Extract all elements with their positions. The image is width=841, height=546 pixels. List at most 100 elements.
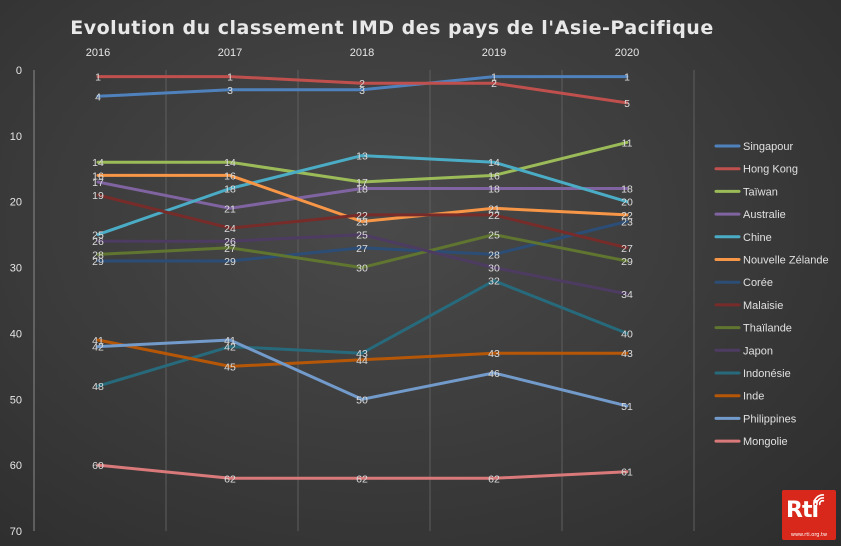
data-label: 42 — [92, 342, 104, 354]
series-line-7 — [96, 193, 629, 250]
data-label: 3 — [227, 85, 233, 97]
data-label: 22 — [356, 210, 368, 222]
data-label: 19 — [92, 190, 104, 202]
data-label: 21 — [488, 203, 500, 215]
data-label: 14 — [92, 157, 104, 169]
data-label: 60 — [92, 460, 104, 472]
data-label: 25 — [356, 230, 368, 242]
series-line-10 — [96, 279, 629, 388]
data-label: 21 — [224, 203, 236, 215]
x-tick-label: 2017 — [218, 47, 242, 59]
data-label: 14 — [224, 157, 236, 169]
data-label: 43 — [621, 348, 633, 360]
data-label: 62 — [356, 473, 368, 485]
data-label: 27 — [224, 243, 236, 255]
grid — [165, 70, 695, 531]
data-label: 29 — [224, 256, 236, 268]
data-label: 40 — [621, 328, 633, 340]
series-line-3 — [96, 180, 629, 210]
logo-url: www.rti.org.tw — [790, 532, 828, 538]
y-tick-label: 30 — [10, 263, 22, 275]
legend-label: Thaïlande — [743, 323, 792, 335]
data-label: 43 — [488, 348, 500, 360]
data-label: 51 — [621, 401, 633, 413]
legend: Singapour Hong Kong Taïwan Australie Chine No… — [714, 141, 829, 448]
data-label: 43 — [356, 348, 368, 360]
broadcast-icon — [813, 494, 825, 506]
data-label: 62 — [488, 473, 500, 485]
data-label: 23 — [356, 216, 368, 228]
data-label: 42 — [224, 342, 236, 354]
legend-label: Taïwan — [743, 186, 778, 198]
legend-label: Hong Kong — [743, 164, 798, 176]
data-label: 3 — [359, 85, 365, 97]
data-label: 29 — [621, 256, 633, 268]
data-label: 29 — [92, 256, 104, 268]
data-label: 26 — [92, 236, 104, 248]
series-line-8 — [96, 233, 629, 270]
legend-label: Chine — [743, 232, 772, 244]
legend-label: Singapour — [743, 141, 793, 153]
data-label: 34 — [621, 289, 633, 301]
legend-label: Nouvelle Zélande — [743, 255, 829, 267]
data-label: 16 — [92, 170, 104, 182]
series-line-12 — [96, 338, 629, 408]
data-label: 18 — [356, 184, 368, 196]
data-label: 20 — [621, 197, 633, 209]
data-label: 18 — [488, 184, 500, 196]
data-label: 30 — [356, 263, 368, 275]
data-label: 4 — [95, 91, 101, 103]
data-label: 28 — [92, 249, 104, 261]
legend-label: Corée — [743, 277, 773, 289]
data-label: 1 — [95, 72, 101, 84]
legend-label: Malaisie — [743, 300, 783, 312]
data-label: 62 — [224, 473, 236, 485]
data-label: 1 — [624, 72, 630, 84]
data-label: 27 — [621, 243, 633, 255]
series-line-11 — [96, 338, 629, 368]
data-label: 30 — [488, 263, 500, 275]
data-label: 11 — [622, 137, 633, 149]
series-line-1 — [96, 75, 629, 105]
x-tick-label: 2020 — [615, 47, 639, 59]
data-label: 17 — [356, 177, 368, 189]
series-line-13 — [96, 463, 629, 480]
data-label: 14 — [488, 157, 500, 169]
data-label: 32 — [488, 276, 500, 288]
data-label: 46 — [488, 368, 500, 380]
series-line-4 — [96, 154, 629, 237]
rti-logo: Rti www.rti.org.tw — [782, 490, 836, 540]
series-line-5 — [96, 173, 629, 223]
x-tick-label: 2018 — [350, 47, 374, 59]
y-tick-label: 0 — [16, 65, 22, 77]
data-label: 22 — [488, 210, 500, 222]
data-label: 48 — [92, 381, 104, 393]
data-label: 13 — [356, 151, 368, 163]
data-label: 61 — [621, 467, 633, 479]
series-lines — [96, 75, 629, 480]
legend-label: Mongolie — [743, 436, 788, 448]
data-label: 18 — [621, 184, 633, 196]
data-label: 25 — [488, 230, 500, 242]
data-label: 2 — [359, 78, 365, 90]
data-label: 25 — [92, 230, 104, 242]
data-label: 1 — [491, 72, 497, 84]
x-tick-label: 2019 — [482, 47, 506, 59]
data-label: 23 — [621, 216, 633, 228]
legend-label: Inde — [743, 391, 764, 403]
y-tick-label: 70 — [10, 526, 22, 538]
y-tick-label: 20 — [10, 197, 22, 209]
series-line-0 — [96, 75, 629, 98]
data-label: 22 — [621, 210, 633, 222]
y-tick-label: 10 — [10, 131, 22, 143]
data-label: 41 — [224, 335, 236, 347]
legend-label: Japon — [743, 345, 773, 357]
data-label: 27 — [356, 243, 368, 255]
data-label: 16 — [488, 170, 500, 182]
data-label: 45 — [224, 361, 236, 373]
legend-label: Australie — [743, 209, 786, 221]
data-label: 16 — [224, 170, 236, 182]
series-line-9 — [96, 233, 629, 296]
